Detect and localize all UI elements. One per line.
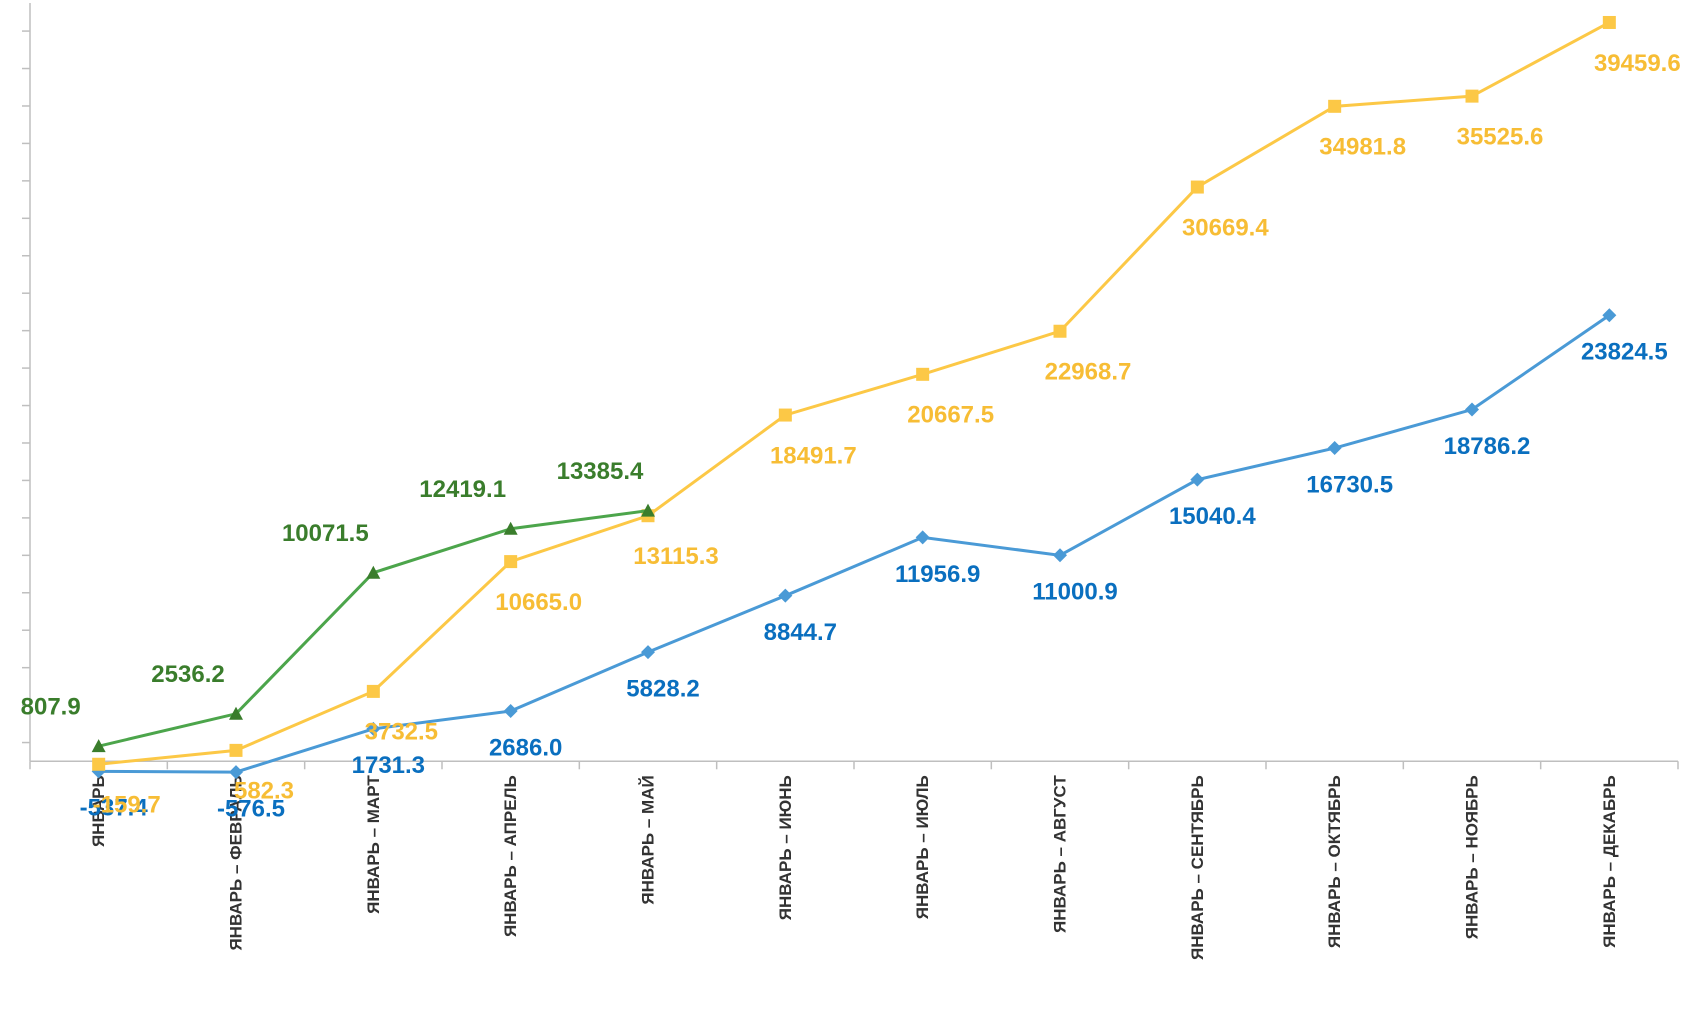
- data-label: 16730.5: [1306, 471, 1393, 498]
- series-line: [98, 21, 1611, 766]
- data-label: 5828.2: [626, 676, 699, 703]
- x-tick-label: ЯНВАРЬ – ФЕВРАЛЬ: [226, 775, 245, 950]
- marker: [229, 743, 243, 757]
- marker: [1190, 472, 1205, 487]
- marker: [1053, 324, 1067, 338]
- marker: [1602, 308, 1617, 323]
- x-tick-label: ЯНВАРЬ – АВГУСТ: [1050, 775, 1069, 933]
- data-label: 22968.7: [1045, 359, 1132, 386]
- x-tick-label: ЯНВАРЬ – НОЯБРЬ: [1462, 775, 1481, 939]
- data-label: 11956.9: [895, 561, 980, 588]
- data-label: 34981.8: [1319, 134, 1406, 161]
- data-label: 807.9: [21, 693, 81, 720]
- marker: [229, 765, 243, 780]
- marker: [91, 739, 106, 753]
- data-label: 35525.6: [1457, 123, 1544, 150]
- data-label: 13115.3: [633, 543, 718, 570]
- data-label: 2536.2: [151, 661, 224, 688]
- marker: [778, 588, 793, 603]
- marker: [1190, 180, 1204, 194]
- x-tick-label: ЯНВАРЬ – ДЕКАБРЬ: [1600, 775, 1619, 948]
- marker: [92, 757, 106, 771]
- data-label: 10665.0: [495, 589, 582, 616]
- data-label: 11000.9: [1032, 579, 1117, 606]
- data-label: 10071.5: [282, 520, 369, 547]
- x-tick-label: ЯНВАРЬ – МАРТ: [364, 775, 383, 914]
- data-label: 23824.5: [1581, 339, 1668, 366]
- data-label: 2686.0: [489, 734, 562, 761]
- data-label: 18491.7: [770, 442, 857, 469]
- data-label: 18786.2: [1444, 433, 1531, 460]
- data-label: 3732.5: [365, 719, 438, 746]
- data-label: 20667.5: [907, 402, 994, 429]
- x-tick-label: ЯНВАРЬ – МАЙ: [638, 775, 657, 904]
- data-label: -537.4: [80, 795, 149, 822]
- marker: [778, 408, 792, 422]
- marker: [1053, 548, 1067, 563]
- marker: [1327, 441, 1342, 456]
- x-tick-label: ЯНВАРЬ – ИЮНЬ: [776, 775, 795, 920]
- marker: [366, 684, 380, 698]
- x-tick-label: ЯНВАРЬ – ИЮЛЬ: [913, 775, 932, 919]
- marker: [641, 503, 655, 517]
- data-label: 30669.4: [1182, 214, 1269, 241]
- marker: [1602, 15, 1616, 29]
- x-tick-label: ЯНВАРЬ – АПРЕЛЬ: [501, 775, 520, 937]
- data-label: 8844.7: [764, 619, 837, 646]
- marker: [503, 521, 518, 535]
- x-tick-label: ЯНВАРЬ – СЕНТЯБРЬ: [1188, 775, 1207, 960]
- x-tick-label: ЯНВАРЬ – ОКТЯБРЬ: [1325, 775, 1344, 948]
- marker: [229, 706, 243, 720]
- marker: [366, 721, 381, 736]
- data-label: -159.7: [93, 792, 161, 819]
- marker: [1465, 89, 1479, 103]
- data-label: 15040.4: [1169, 503, 1256, 530]
- series-line: [98, 313, 1611, 774]
- x-tick-label: ЯНВАРЬ: [89, 775, 108, 847]
- marker: [1328, 99, 1342, 113]
- data-label: 582.3: [234, 778, 294, 805]
- data-label: -576.5: [217, 795, 285, 822]
- data-label: 39459.6: [1594, 50, 1681, 77]
- data-label: 1731.3: [352, 752, 425, 779]
- marker: [916, 367, 930, 381]
- data-label: 12419.1: [419, 476, 506, 503]
- marker: [915, 530, 930, 545]
- marker: [366, 565, 381, 579]
- marker: [1465, 402, 1479, 417]
- data-label: 13385.4: [557, 458, 644, 485]
- marker: [641, 645, 655, 660]
- series-line: [98, 509, 649, 748]
- marker: [503, 703, 518, 718]
- marker: [504, 555, 518, 569]
